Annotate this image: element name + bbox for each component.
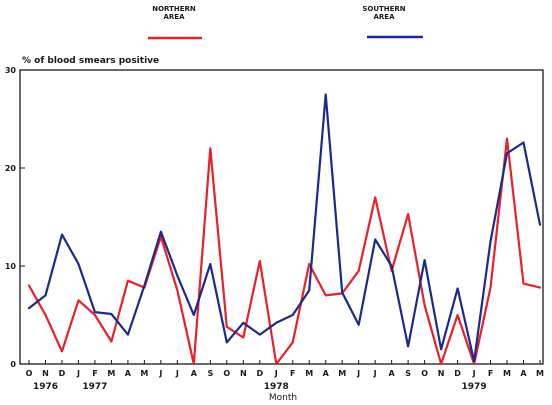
x-tick-label: F xyxy=(92,369,97,378)
legend-label: AREA xyxy=(163,13,185,21)
x-tick-label: O xyxy=(26,369,33,378)
x-tick-label: A xyxy=(389,369,396,378)
x-tick-label: N xyxy=(240,369,247,378)
series-line-southern xyxy=(27,93,542,363)
y-tick-label: 30 xyxy=(5,66,17,75)
x-tick-label: M xyxy=(338,369,346,378)
x-tick-label: A xyxy=(125,369,132,378)
x-tick-label: J xyxy=(175,369,179,378)
year-label: 1978 xyxy=(264,382,289,392)
x-tick-label: J xyxy=(274,369,278,378)
series-line-northern xyxy=(27,137,542,366)
year-label: 1976 xyxy=(33,382,58,392)
x-tick-label: N xyxy=(438,369,445,378)
x-tick-label: A xyxy=(323,369,330,378)
x-tick-label: J xyxy=(356,369,360,378)
x-tick-label: M xyxy=(536,369,544,378)
x-axis-title: Month xyxy=(269,393,297,403)
x-tick-label: M xyxy=(503,369,511,378)
x-tick-label: S xyxy=(207,369,213,378)
legend-label: NORTHERN xyxy=(152,5,196,13)
x-tick-label: F xyxy=(290,369,295,378)
legend-label: SOUTHERN xyxy=(362,5,405,13)
axes xyxy=(19,69,544,365)
x-tick-label: J xyxy=(158,369,162,378)
x-tick-label: A xyxy=(191,369,198,378)
plot-frame xyxy=(19,69,544,365)
legend-label: AREA xyxy=(373,13,395,21)
x-tick-label: J xyxy=(472,369,476,378)
x-tick-label: M xyxy=(107,369,115,378)
x-tick-label: O xyxy=(421,369,428,378)
year-label: 1979 xyxy=(462,382,487,392)
x-tick-label: O xyxy=(223,369,230,378)
x-tick-label: F xyxy=(488,369,493,378)
y-tick-label: 0 xyxy=(10,360,16,369)
x-tick-label: N xyxy=(42,369,49,378)
y-axis-title: % of blood smears positive xyxy=(22,56,159,66)
x-tick-label: J xyxy=(76,369,80,378)
x-tick-label: S xyxy=(405,369,411,378)
series-group xyxy=(27,93,542,366)
x-tick-label: D xyxy=(59,369,66,378)
x-tick-label: D xyxy=(454,369,461,378)
x-tick-label: M xyxy=(140,369,148,378)
y-tick-label: 10 xyxy=(5,262,17,271)
x-tick-label: M xyxy=(305,369,313,378)
x-tick-label: D xyxy=(256,369,263,378)
x-tick-label: A xyxy=(520,369,527,378)
x-tick-label: J xyxy=(373,369,377,378)
year-label: 1977 xyxy=(82,382,107,392)
y-tick-label: 20 xyxy=(5,164,17,173)
